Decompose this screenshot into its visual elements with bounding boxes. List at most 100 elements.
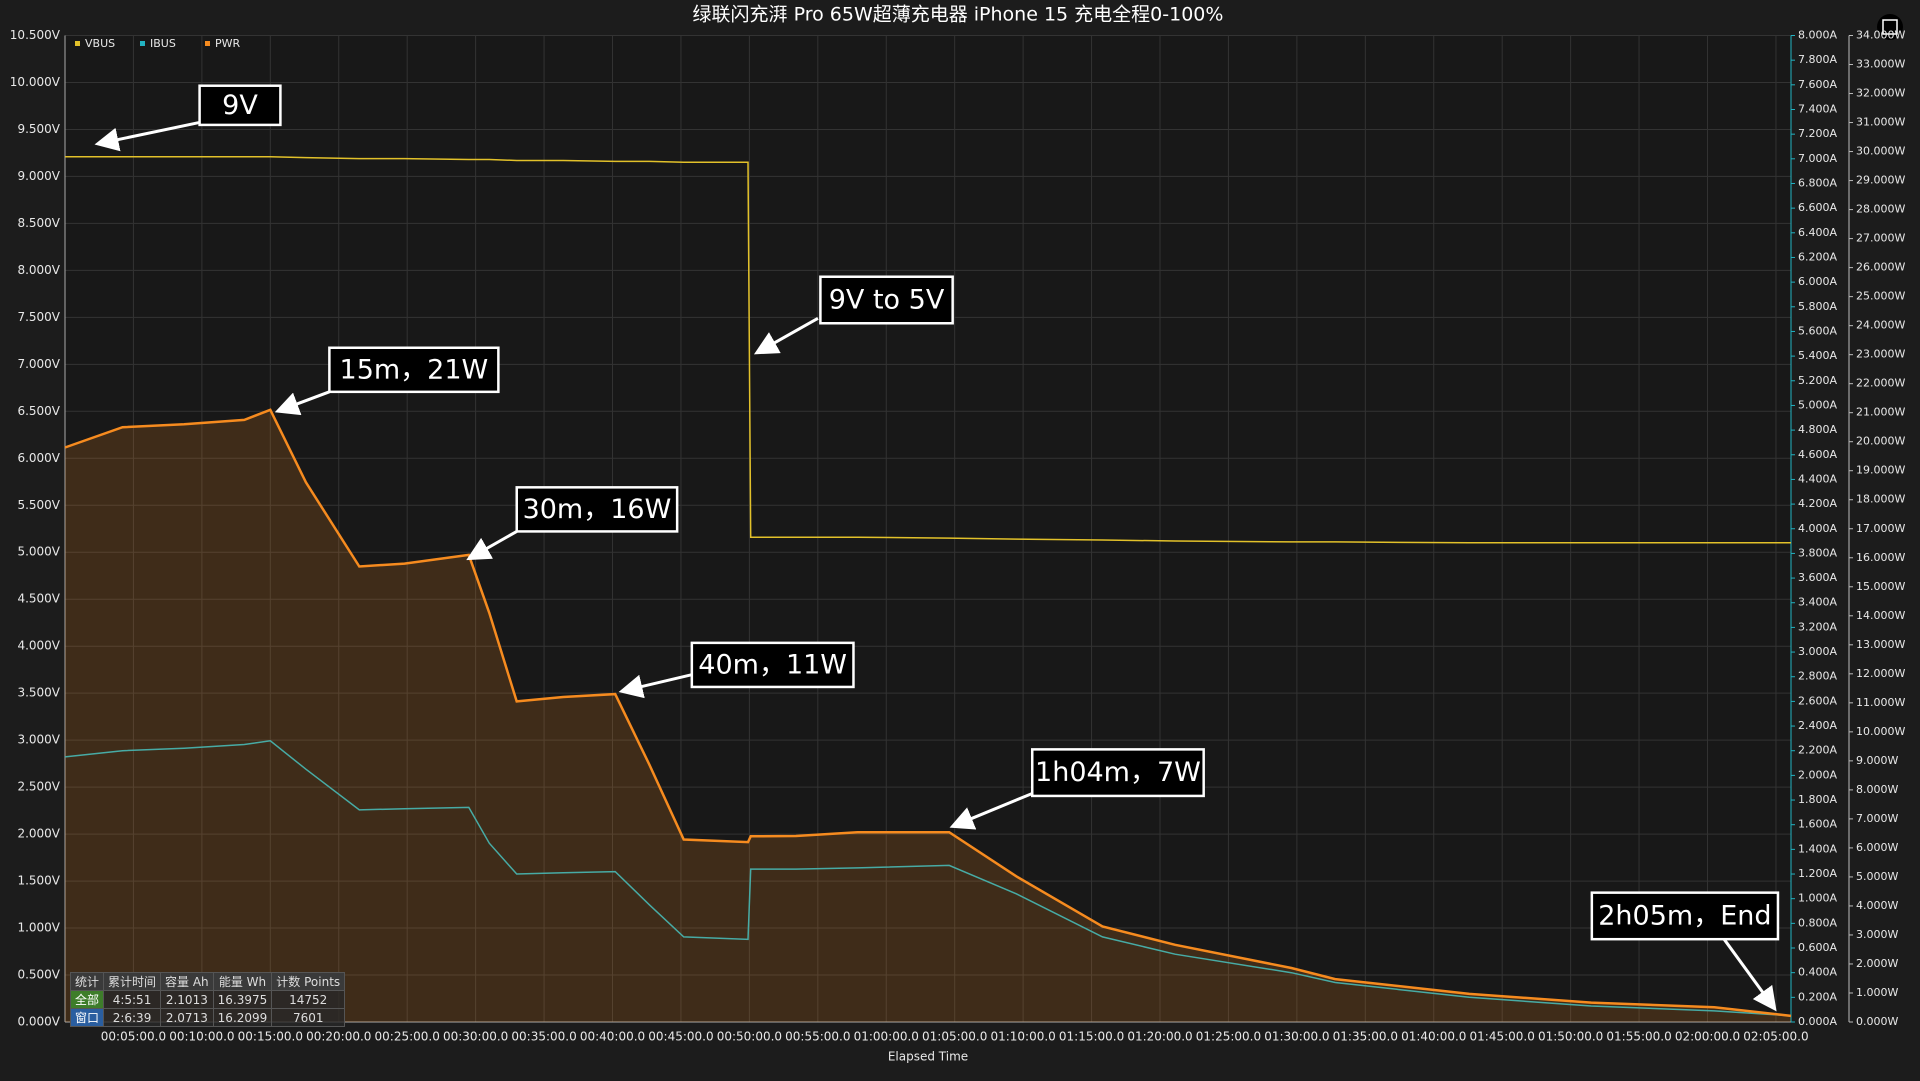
- y2-tick-label: 7.600A: [1798, 78, 1837, 91]
- y3-tick-label: 6.000W: [1856, 841, 1898, 854]
- x-tick-label: 02:00:00.0: [1675, 1030, 1740, 1044]
- annotation-text: 15m，21W: [340, 354, 489, 385]
- y3-tick-label: 13.000W: [1856, 638, 1905, 651]
- stats-table: 统计 累计时间 容量 Ah 能量 Wh 计数 Points 全部 4:5:51 2.1013 1…: [69, 972, 346, 1027]
- y3-tick-label: 19.000W: [1856, 464, 1905, 477]
- table-cell: 2:6:39: [103, 1008, 162, 1027]
- y3-tick-label: 8.000W: [1856, 783, 1898, 796]
- y2-tick-label: 4.400A: [1798, 472, 1837, 485]
- annotation-box: [515, 486, 679, 533]
- legend-swatch: [140, 41, 145, 46]
- y3-tick-label: 1.000W: [1856, 986, 1898, 999]
- table-cell: 统计: [69, 972, 105, 991]
- y2-tick-label: 3.800A: [1798, 546, 1837, 559]
- annotation-box: [1590, 891, 1780, 941]
- table-row: 窗口 2:6:39 2.0713 16.2099 7601: [69, 1008, 346, 1027]
- x-tick-label: 01:15:00.0: [1059, 1030, 1124, 1044]
- y-tick-label: 2.500V: [17, 780, 60, 794]
- y-tick-label: 0.500V: [17, 968, 60, 982]
- y2-tick-label: 5.200A: [1798, 374, 1837, 387]
- x-tick-label: 00:35:00.0: [511, 1030, 576, 1044]
- y-tick-label: 0.000V: [17, 1015, 60, 1029]
- table-cell: 14752: [271, 990, 346, 1009]
- series-line: [64, 408, 1792, 1018]
- x-tick-label: 00:20:00.0: [306, 1030, 371, 1044]
- table-cell: 2.1013: [160, 990, 214, 1009]
- y3-tick-label: 25.000W: [1856, 290, 1905, 303]
- y3-tick-label: 21.000W: [1856, 406, 1905, 419]
- x-tick-label: 00:15:00.0: [238, 1030, 303, 1044]
- y3-tick-label: 22.000W: [1856, 377, 1905, 390]
- legend-swatch: [75, 41, 80, 46]
- y2-tick-label: 3.000A: [1798, 645, 1837, 658]
- y-tick-label: 2.000V: [17, 827, 60, 841]
- area: [65, 409, 1791, 1022]
- table-cell: 2.0713: [160, 1008, 214, 1027]
- y2-tick-label: 2.400A: [1798, 719, 1837, 732]
- annotation-arrow: [949, 792, 1033, 830]
- y2-tick-label: 5.000A: [1798, 398, 1837, 411]
- y2-tick-label: 7.200A: [1798, 127, 1837, 140]
- y3-tick-label: 32.000W: [1856, 87, 1905, 100]
- table-cell: 4:5:51: [103, 990, 162, 1009]
- legend-label: PWR: [215, 37, 241, 50]
- y-tick-label: 5.000V: [17, 545, 60, 559]
- x-tick-label: 00:25:00.0: [375, 1030, 440, 1044]
- y3-tick-label: 5.000W: [1856, 870, 1898, 883]
- annotation-arrow: [618, 673, 693, 699]
- y2-tick-label: 2.800A: [1798, 670, 1837, 683]
- legend-label: IBUS: [150, 37, 176, 50]
- plot-area: [65, 35, 1791, 1022]
- y-tick-label: 8.500V: [17, 216, 60, 230]
- y-tick-label: 10.500V: [10, 28, 61, 42]
- y3-tick-label: 26.000W: [1856, 261, 1905, 274]
- y-tick-label: 3.000V: [17, 733, 60, 747]
- y-tick-label: 4.000V: [17, 639, 60, 653]
- y2-tick-label: 4.800A: [1798, 423, 1837, 436]
- table-cell: 窗口: [69, 1008, 105, 1027]
- series-line: [65, 155, 1791, 544]
- y2-tick-label: 0.400A: [1798, 966, 1837, 979]
- y-tick-label: 6.500V: [17, 404, 60, 418]
- y3-tick-label: 4.000W: [1856, 899, 1898, 912]
- y3-tick-label: 16.000W: [1856, 551, 1905, 564]
- y2-tick-label: 2.000A: [1798, 768, 1837, 781]
- legend-swatch: [205, 41, 210, 46]
- y3-tick-label: 12.000W: [1856, 667, 1905, 680]
- y3-tick-label: 20.000W: [1856, 435, 1905, 448]
- y2-tick-label: 0.800A: [1798, 916, 1837, 929]
- icon-frame[interactable]: [1882, 19, 1898, 35]
- y2-tick-label: 5.600A: [1798, 324, 1837, 337]
- x-tick-label: 00:40:00.0: [580, 1030, 645, 1044]
- table-cell: 容量 Ah: [160, 972, 214, 991]
- y3-tick-label: 33.000W: [1856, 58, 1905, 71]
- y2-tick-label: 0.200A: [1798, 990, 1837, 1003]
- y3-tick-label: 15.000W: [1856, 580, 1905, 593]
- y-tick-label: 9.000V: [17, 169, 60, 183]
- y2-tick-label: 3.200A: [1798, 620, 1837, 633]
- expand-icon[interactable]: [1877, 14, 1903, 40]
- y3-tick-label: 31.000W: [1856, 116, 1905, 129]
- y3-tick-label: 23.000W: [1856, 348, 1905, 361]
- annotation-text: 9V to 5V: [829, 285, 945, 316]
- y-tick-label: 1.000V: [17, 921, 60, 935]
- y-tick-label: 3.500V: [17, 686, 60, 700]
- y3-tick-label: 18.000W: [1856, 493, 1905, 506]
- y-tick-label: 7.500V: [17, 310, 60, 324]
- y3-tick-label: 7.000W: [1856, 812, 1898, 825]
- y2-tick-label: 6.400A: [1798, 226, 1837, 239]
- annotation-text: 30m，16W: [523, 494, 672, 525]
- y2-tick-label: 1.600A: [1798, 818, 1837, 831]
- x-tick-label: 00:30:00.0: [443, 1030, 508, 1044]
- table-row: 统计 累计时间 容量 Ah 能量 Wh 计数 Points: [69, 972, 346, 991]
- x-tick-label: 00:55:00.0: [785, 1030, 850, 1044]
- x-tick-label: 01:05:00.0: [922, 1030, 987, 1044]
- y3-tick-label: 27.000W: [1856, 232, 1905, 245]
- x-tick-label: 01:10:00.0: [990, 1030, 1055, 1044]
- y2-tick-label: 5.400A: [1798, 349, 1837, 362]
- annotation-text: 40m，11W: [698, 649, 847, 680]
- y2-tick-label: 4.000A: [1798, 522, 1837, 535]
- annotation-box: [690, 641, 855, 689]
- annotation-arrow: [466, 530, 518, 561]
- x-tick-label: 01:20:00.0: [1127, 1030, 1192, 1044]
